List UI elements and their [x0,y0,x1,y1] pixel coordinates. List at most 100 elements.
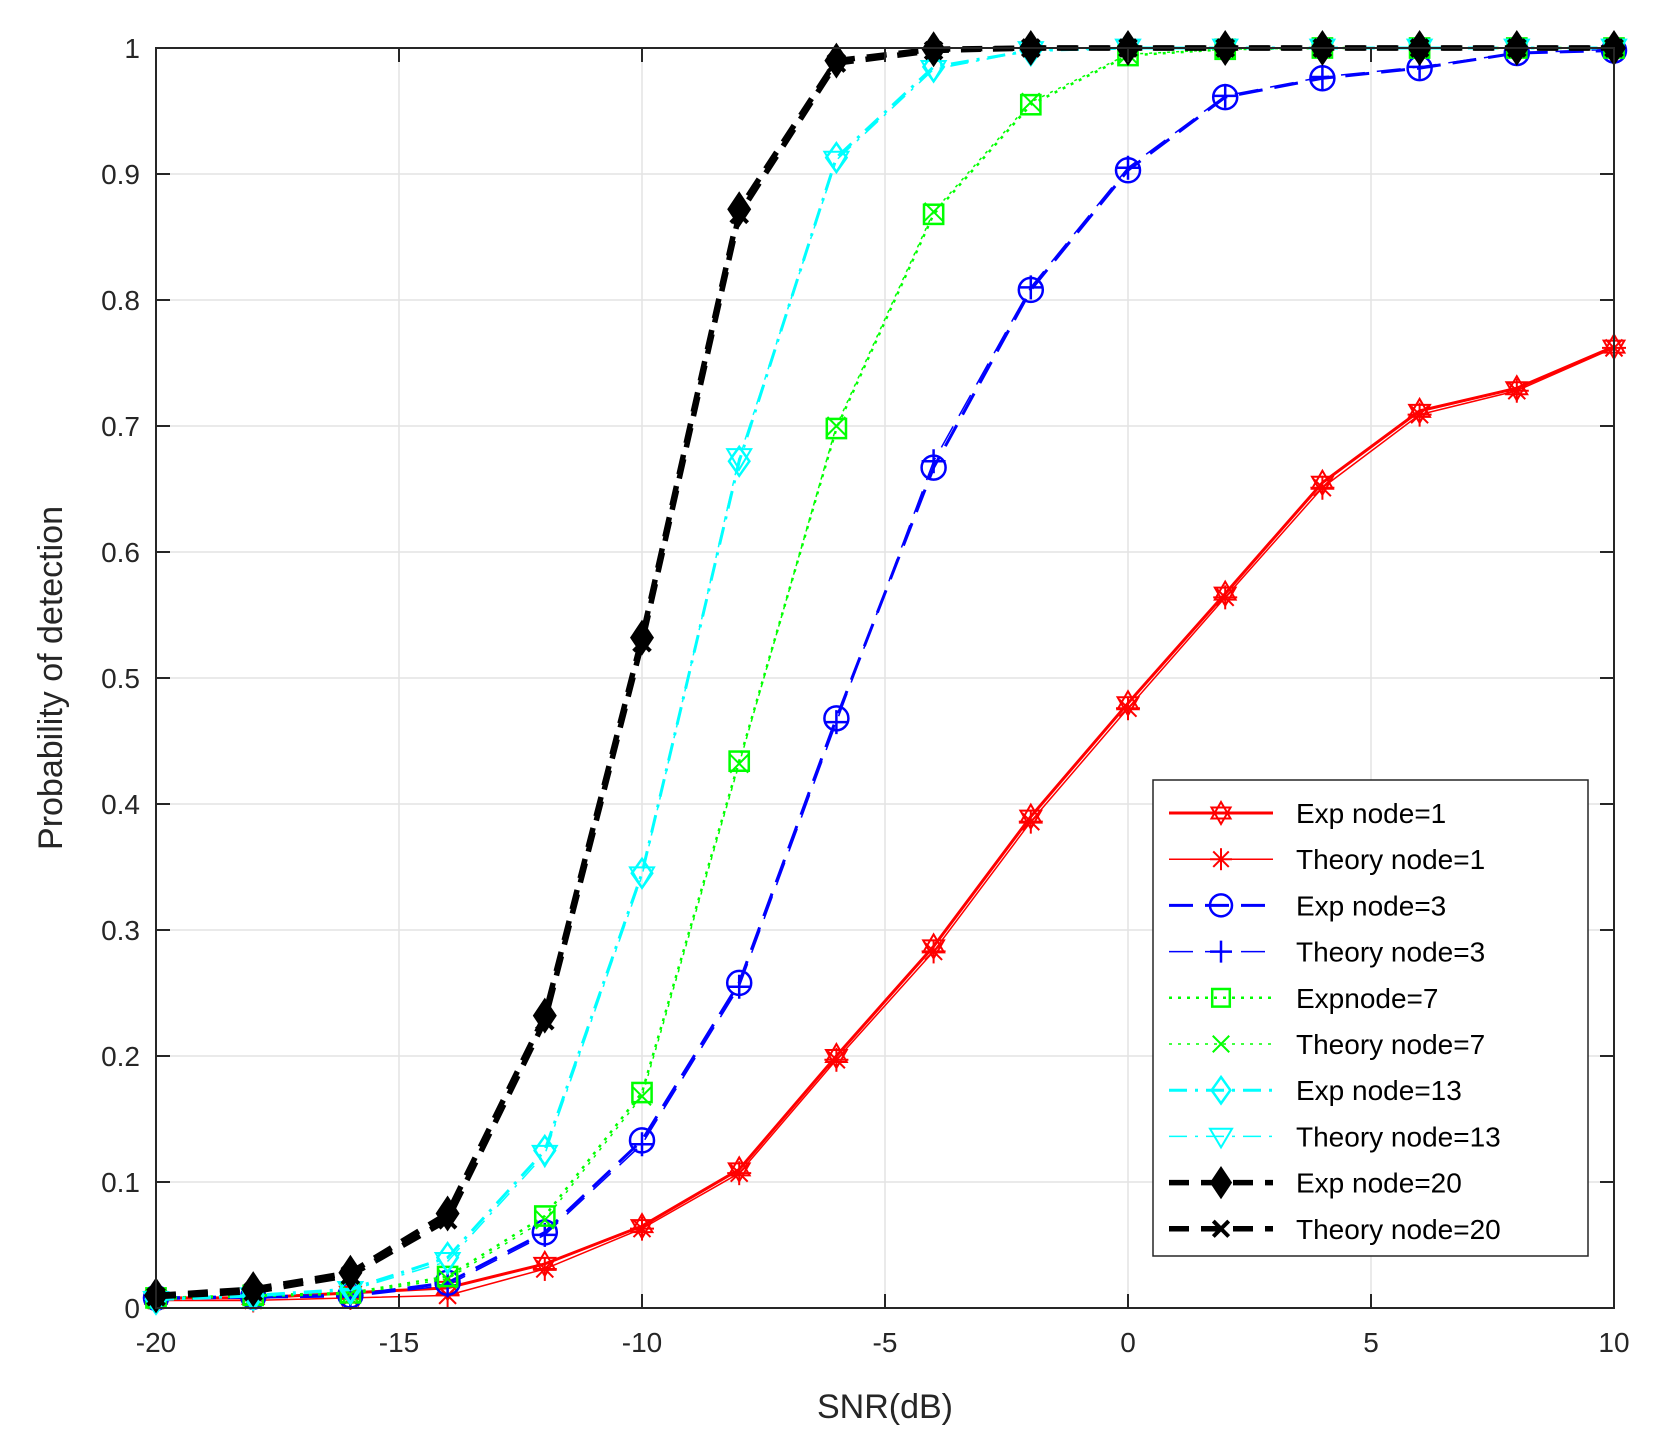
legend-label: Exp node=20 [1296,1168,1462,1199]
asterisk-marker [532,1256,557,1281]
y-axis-label: Probability of detection [32,506,70,850]
circle-marker [1208,893,1234,918]
triangle-down-marker [725,448,753,472]
y-tick-label: 0.7 [101,411,140,442]
plus-marker [824,710,849,735]
legend-entry: Theory node=3 [1169,937,1485,968]
x-marker [826,416,847,436]
x-tick-label: -10 [622,1327,662,1358]
x-marker [535,1210,555,1230]
y-tick-label: 0.1 [101,1167,140,1198]
ticks: -20 -15 -10 -5 0 5 10 0 0.1 0.2 0.3 0.4 0.5 0.6 0.7 0.8… [101,33,1630,1358]
y-tick-label: 0.4 [101,789,140,820]
asterisk-marker [1310,475,1335,500]
y-tick-label: 1 [124,33,140,64]
y-tick-label: 0.6 [101,537,140,568]
x-tick-label: 10 [1598,1327,1629,1358]
legend-entry: Exp node=13 [1169,1074,1462,1106]
bold-x-marker [632,632,652,653]
bold-x-marker [534,1010,555,1031]
triangle-down-marker [433,1251,462,1276]
legend-entry: Exp node=1 [1169,798,1446,829]
legend-label: Theory node=3 [1296,937,1485,968]
x-marker [729,753,749,774]
legend-label: Exp node=13 [1296,1075,1462,1106]
square-marker [1019,93,1042,116]
triangle-down-marker [822,150,851,175]
asterisk-marker [1504,378,1529,403]
x-tick-label: -20 [136,1327,176,1358]
diamond-marker [1210,1074,1232,1106]
filled-diamond-marker [1209,1165,1233,1200]
plus-marker [921,449,946,474]
y-tick-label: 0.3 [101,915,140,946]
x-marker [437,1269,458,1289]
legend-label: Theory node=20 [1296,1214,1501,1245]
legend-label: Expnode=7 [1296,983,1438,1014]
legend-label: Theory node=13 [1296,1121,1501,1152]
y-tick-label: 0.2 [101,1041,140,1072]
legend-entry: Expnode=7 [1169,983,1438,1014]
legend: Exp node=1 Theory node=1 Exp node=3 Theory … [1152,779,1589,1257]
triangle-down-marker [531,1144,559,1169]
square-marker [922,203,945,226]
x-tick-label: 5 [1363,1327,1379,1358]
x-marker [1212,1035,1230,1053]
legend-label: Exp node=3 [1296,890,1446,921]
y-tick-label: 0.9 [101,159,140,190]
legend-entry: Exp node=3 [1169,890,1446,921]
square-marker [533,1205,556,1227]
legend-label: Exp node=1 [1296,798,1446,829]
asterisk-marker [1210,848,1232,871]
asterisk-marker [1407,402,1432,427]
asterisk-marker [630,1216,654,1241]
legend-entry: Theory node=1 [1169,844,1485,875]
hexagram-marker [1209,800,1233,826]
square-marker [728,750,751,773]
asterisk-marker [824,1047,849,1072]
bold-x-marker [826,53,847,73]
plus-marker [727,974,752,999]
plus-marker [630,1132,654,1157]
legend-label: Theory node=7 [1296,1029,1485,1060]
bold-x-marker [437,1209,458,1230]
asterisk-marker [727,1161,752,1186]
x-tick-label: -15 [379,1327,419,1358]
asterisk-marker [921,939,946,964]
legend-entry: Theory node=13 [1169,1121,1501,1152]
triangle-down-marker [1208,1127,1234,1150]
bold-x-marker [729,204,750,225]
bold-x-marker [243,1281,264,1302]
asterisk-marker [1116,696,1140,721]
x-marker [632,1086,652,1107]
bold-x-marker [923,40,944,61]
legend-entry: Theory node=7 [1169,1029,1485,1060]
legend-entry: Exp node=20 [1169,1165,1462,1200]
y-tick-label: 0.8 [101,285,140,316]
asterisk-marker [1018,809,1043,834]
bold-x-marker [340,1265,361,1286]
plus-marker [532,1222,557,1247]
x-marker [923,202,944,222]
bold-x-marker [1211,1219,1231,1238]
plus-marker [1116,155,1140,180]
square-marker [1210,987,1232,1008]
triangle-down-marker [628,866,656,890]
legend-entry: Theory node=20 [1169,1214,1501,1245]
square-marker [825,417,848,440]
legend-label: Theory node=1 [1296,844,1485,875]
square-marker [631,1081,653,1104]
y-tick-label: 0 [124,1293,140,1324]
square-marker [436,1265,459,1288]
series-line [156,345,1615,1300]
asterisk-marker [1213,585,1238,610]
plus-marker [1310,64,1335,89]
plus-marker [1210,940,1232,963]
x-marker [1021,92,1041,112]
y-tick-label: 0.5 [101,663,140,694]
x-axis-label: SNR(dB) [817,1388,953,1426]
plus-marker [1213,83,1238,108]
x-tick-label: -5 [873,1327,898,1358]
series-line [155,47,1614,1300]
